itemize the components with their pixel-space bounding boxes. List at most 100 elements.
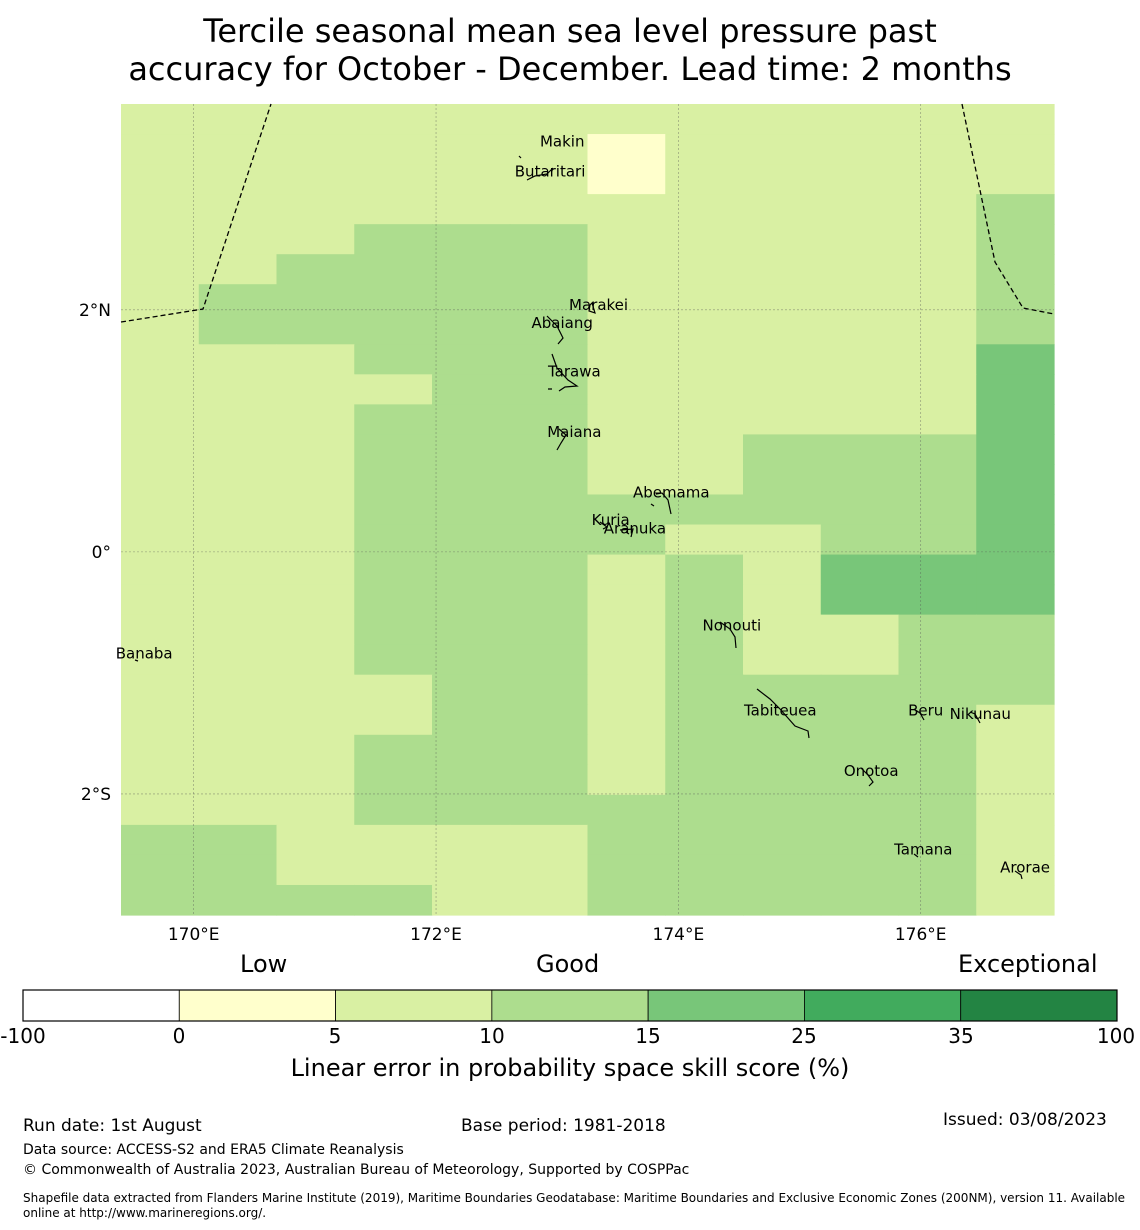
island-label: Tamana [893,840,952,858]
skill-cell [198,134,278,165]
marakei-shape [588,301,596,314]
skill-cell [509,344,589,375]
skill-cell [743,794,822,826]
skill-cell [820,644,900,676]
colorbar-category-exceptional: Exceptional [958,950,1098,978]
skill-cell [587,644,666,676]
skill-cell [354,164,433,195]
skill-cell [432,224,511,255]
skill-cell [432,434,511,466]
skill-cell [976,554,1055,586]
skill-cell [509,434,589,466]
skill-cell [743,644,822,676]
skill-cell [665,524,744,556]
skill-cell [509,824,589,856]
colorbar [22,989,1118,1022]
skill-cell [121,464,200,496]
skill-cell [587,164,666,195]
skill-cell [665,374,744,405]
colorbar-tick: 25 [791,1024,817,1048]
island-label: Abaiang [532,314,593,332]
skill-cell [509,374,589,405]
skill-cell [898,614,977,646]
skill-cell [276,494,355,526]
skill-cell [198,884,278,916]
skill-cell [509,464,589,496]
skill-cell [276,764,355,796]
island-label: Nikunau [950,705,1011,723]
skill-cell [354,224,433,255]
skill-cell [432,854,511,886]
skill-cell [820,344,900,375]
skill-cell [820,884,900,916]
skill-cell [432,614,511,646]
skill-cell [898,254,977,285]
eez-boundary-northwest [120,103,272,323]
skill-cell [276,584,355,616]
skill-cell [432,104,511,135]
skill-cell [665,584,744,616]
skill-cell [587,314,666,345]
skill-cell [121,374,200,405]
skill-cell [354,104,433,135]
skill-cell [354,734,433,766]
skill-cell [276,104,355,135]
kuria-shape [599,521,609,530]
skill-cell [198,254,278,285]
skill-cell [276,314,355,345]
skill-cell [509,494,589,526]
skill-cell [354,134,433,165]
longitude-tick-label: 176°E [895,925,947,945]
skill-cell [276,794,355,826]
skill-cell [898,434,977,466]
skill-cell [976,314,1055,345]
skill-cell [198,704,278,736]
skill-cell [898,524,977,556]
nonouti-shape [719,621,737,649]
skill-cell [976,284,1055,315]
skill-cell [743,764,822,796]
skill-cell [121,494,200,526]
skill-cell [820,404,900,436]
skill-cell [898,734,977,766]
colorbar-tick: 100 [1096,1024,1136,1048]
skill-cell [121,824,200,856]
skill-cell [509,674,589,706]
skill-cell [743,824,822,856]
skill-cell [509,404,589,436]
skill-cell [276,374,355,405]
skill-cell [354,404,433,436]
beru-shape [913,708,925,721]
colorbar-tick: 35 [948,1024,974,1048]
skill-cell [665,644,744,676]
skill-cell [898,404,977,436]
skill-cell [587,434,666,466]
skill-cell [276,344,355,375]
skill-cell [354,584,433,616]
skill-cell [976,764,1055,796]
tamana-shape [913,853,919,858]
colorbar-tick: 0 [172,1024,186,1048]
skill-cell [354,794,433,826]
skill-cell [354,704,433,736]
skill-cell [820,194,900,225]
skill-cell [898,374,977,405]
island-label: Banaba [116,644,173,662]
skill-cell [432,584,511,616]
skill-cell [743,344,822,375]
skill-cell [587,554,666,586]
skill-cell [121,764,200,796]
skill-cell [432,134,511,165]
skill-cell [820,554,900,586]
skill-cell [743,224,822,255]
skill-cell [976,674,1055,706]
colorbar-category-low: Low [240,950,288,978]
skill-cell [898,134,977,165]
skill-cell [587,224,666,255]
skill-cell [276,644,355,676]
skill-cell [976,464,1055,496]
skill-cell [898,854,977,886]
nikunau-shape [969,711,981,724]
skill-cell [976,344,1055,375]
skill-cell [354,554,433,586]
